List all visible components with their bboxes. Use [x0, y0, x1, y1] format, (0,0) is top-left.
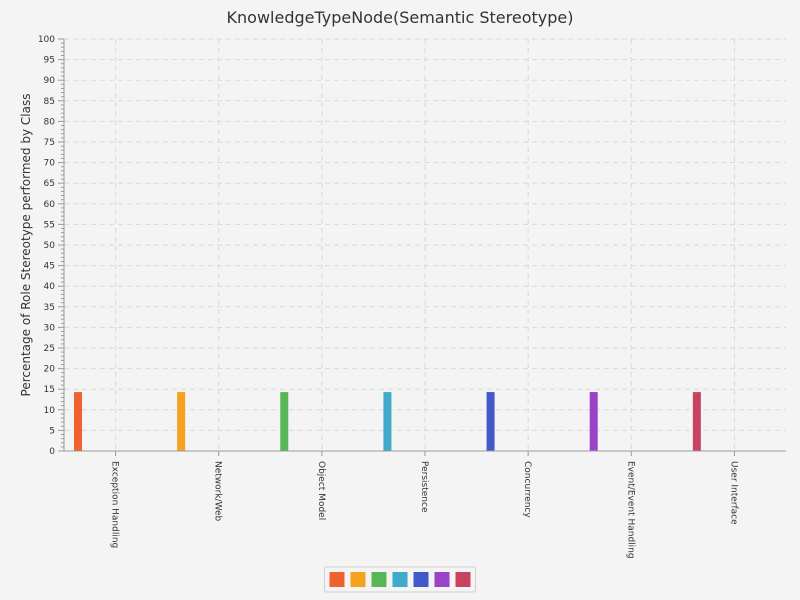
x-axis: Exception Handling Network/Web Object Mode… [64, 450, 786, 559]
y-tick-label: 95 [44, 56, 55, 66]
bar [383, 392, 392, 451]
y-tick-label: 85 [44, 97, 55, 107]
y-tick-label: 20 [44, 365, 56, 375]
y-tick-label: 60 [44, 200, 56, 210]
y-tick-label: 15 [44, 385, 55, 395]
y-tick-label: 35 [44, 303, 55, 313]
legend-swatch [329, 572, 345, 587]
y-tick-label: 80 [44, 117, 56, 127]
y-tick-label: 55 [44, 220, 55, 230]
y-tick-label: 65 [44, 179, 55, 189]
x-tick-label: Object Model [316, 461, 326, 520]
x-tick-label: Event/Event Handling [625, 461, 635, 559]
y-tick-label: 70 [44, 159, 56, 169]
grid [64, 38, 786, 451]
bars [74, 392, 701, 451]
bar [692, 392, 701, 451]
y-tick-label: 45 [44, 262, 55, 272]
y-tick-label: 0 [49, 447, 55, 457]
legend-swatch [392, 572, 408, 587]
y-tick-label: 25 [44, 344, 55, 354]
bar [280, 392, 289, 451]
y-tick-label: 10 [44, 406, 56, 416]
y-tick-label: 30 [44, 323, 56, 333]
bar [177, 392, 186, 451]
y-axis: 0 5 10 15 20 25 30 35 40 45 50 55 60 65 70 75 80 85 90 95 10… [38, 35, 65, 457]
bar [486, 392, 495, 451]
legend [324, 566, 476, 593]
x-tick-label: Network/Web [213, 461, 223, 522]
x-tick-label: Concurrency [522, 461, 532, 518]
x-tick-label: Persistence [419, 461, 429, 513]
y-tick-label: 75 [44, 138, 55, 148]
y-tick-label: 90 [44, 76, 56, 86]
y-tick-label: 50 [44, 241, 56, 251]
legend-swatch [455, 572, 471, 587]
legend-swatch [371, 572, 387, 587]
chart-title: KnowledgeTypeNode(Semantic Stereotype) [227, 8, 574, 27]
y-tick-label: 5 [49, 426, 55, 436]
y-axis-label: Percentage of Role Stereotype performed … [19, 94, 33, 397]
y-tick-label: 40 [44, 282, 56, 292]
y-tick-label: 100 [38, 35, 55, 45]
legend-swatch [434, 572, 450, 587]
x-tick-label: User Interface [728, 461, 738, 525]
bar [74, 392, 82, 451]
x-tick-label: Exception Handling [110, 461, 120, 548]
legend-swatch [413, 572, 429, 587]
legend-swatch [350, 572, 366, 587]
bar [589, 392, 598, 451]
